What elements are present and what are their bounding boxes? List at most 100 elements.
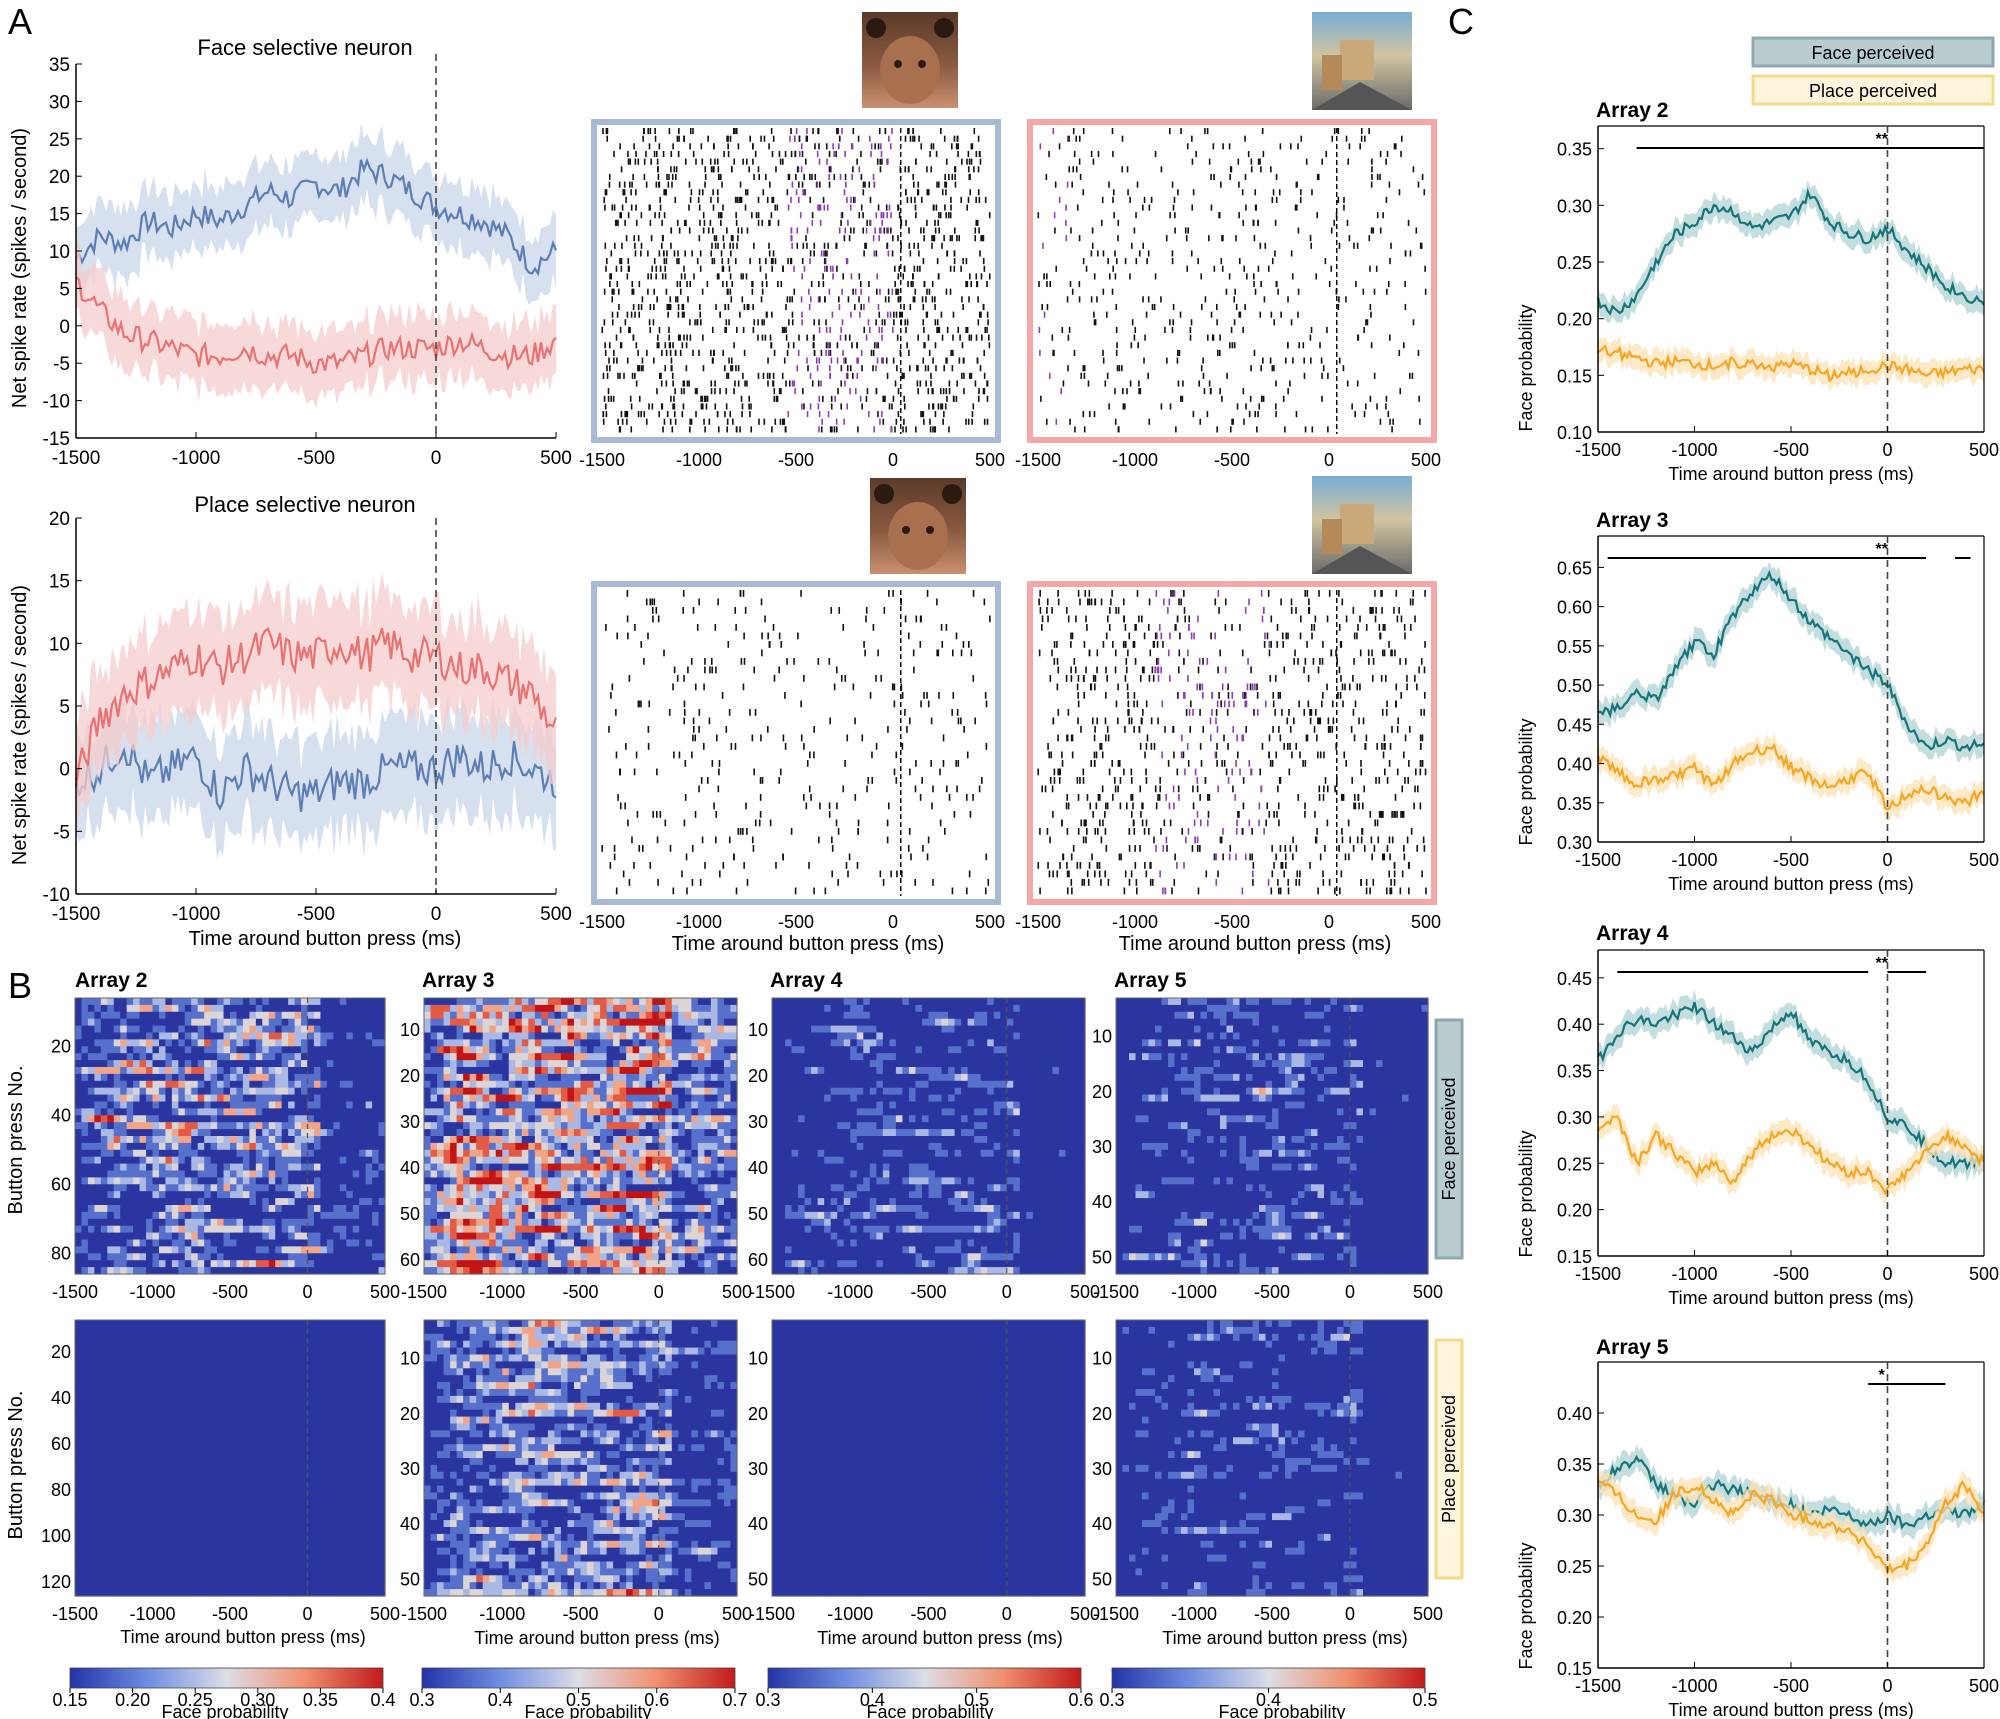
heat-cell xyxy=(326,1225,334,1234)
heat-cell xyxy=(171,1198,179,1206)
heat-cell xyxy=(120,1211,128,1220)
heat-cell xyxy=(204,1184,212,1192)
heat-cell xyxy=(365,1142,373,1151)
heat-cell xyxy=(301,1142,309,1151)
heat-cell xyxy=(165,1018,173,1027)
heat-cell xyxy=(352,1108,360,1116)
heat-cell xyxy=(255,1094,263,1103)
heat-cell xyxy=(94,1087,102,1096)
heat-cell xyxy=(139,1046,147,1054)
confidence-band-1 xyxy=(76,572,556,832)
heat-cell xyxy=(81,1115,89,1123)
heat-cell xyxy=(365,1108,373,1116)
heat-cell xyxy=(288,1218,296,1227)
heat-cell xyxy=(262,1184,270,1192)
heat-cell xyxy=(242,1053,250,1061)
heat-cell xyxy=(307,1046,315,1054)
heat-cell xyxy=(307,998,315,1006)
heat-cell xyxy=(87,1156,95,1165)
heat-cell xyxy=(359,1198,367,1206)
heat-cell xyxy=(230,1094,238,1103)
heat-cell xyxy=(107,1004,115,1013)
heat-cell xyxy=(217,1073,225,1082)
heat-cell xyxy=(339,1211,347,1220)
heat-cell xyxy=(313,998,322,1006)
heat-cell xyxy=(320,1004,328,1013)
heat-cell xyxy=(333,1149,341,1158)
heat-cell xyxy=(359,1004,367,1013)
heat-cell xyxy=(158,1060,167,1068)
heat-cell xyxy=(152,1170,160,1178)
heat-cell xyxy=(307,1115,315,1123)
heat-cell xyxy=(184,1198,192,1206)
heat-cell xyxy=(262,1032,270,1040)
heat-cell xyxy=(268,1122,276,1130)
heat-cell xyxy=(223,1018,231,1027)
heat-cell xyxy=(294,1225,302,1234)
heat-cell xyxy=(326,998,334,1006)
heat-cell xyxy=(107,1122,115,1130)
heat-cell xyxy=(352,1025,360,1034)
heat-cell xyxy=(262,1094,270,1103)
heat-cell xyxy=(113,1163,121,1172)
heat-cell xyxy=(326,1129,334,1137)
heat-cell xyxy=(152,1018,160,1027)
heat-cell xyxy=(197,1018,205,1027)
heat-cell xyxy=(152,1080,160,1089)
heat-cell xyxy=(87,1129,95,1137)
heat-cell xyxy=(81,1046,89,1054)
heat-cell xyxy=(365,1156,373,1165)
heat-cell xyxy=(191,1108,199,1116)
heat-cell xyxy=(197,1039,205,1047)
heat-cell xyxy=(197,1136,205,1144)
confidence-band-1 xyxy=(76,241,556,409)
heat-cell xyxy=(210,1163,218,1172)
heat-cell xyxy=(275,1211,283,1220)
heat-cell xyxy=(301,1053,309,1061)
heat-cell xyxy=(191,1177,199,1185)
heat-cell xyxy=(120,1191,128,1199)
heat-cell xyxy=(100,1046,108,1054)
heat-cell xyxy=(307,1177,315,1185)
heat-cell xyxy=(204,1136,212,1144)
heat-cell xyxy=(100,1149,108,1158)
heat-cell xyxy=(313,1101,322,1109)
heat-cell xyxy=(171,1080,179,1089)
heat-cell xyxy=(120,1094,128,1103)
heat-cell xyxy=(75,1177,83,1185)
raster-xlabel-face: Time around button press (ms) xyxy=(672,933,945,955)
heat-cell xyxy=(275,1129,283,1137)
heat-cell xyxy=(126,1032,134,1040)
heat-cell xyxy=(223,1170,231,1178)
heat-cell xyxy=(94,1067,102,1075)
heat-cell xyxy=(171,1177,179,1185)
heat-cell xyxy=(346,1094,354,1103)
heat-cell xyxy=(210,1191,218,1199)
heat-cell xyxy=(236,1211,244,1220)
heat-cell xyxy=(378,1218,386,1227)
heat-cell xyxy=(75,1225,83,1234)
heat-cell xyxy=(94,1060,102,1068)
heat-cell xyxy=(223,1211,231,1220)
heat-cell xyxy=(81,1184,89,1192)
heat-cell xyxy=(178,1073,186,1082)
heat-cell xyxy=(204,1025,212,1034)
raster-x-tick-label: -1000 xyxy=(1112,912,1158,932)
heat-cell xyxy=(301,1067,309,1075)
heat-cell xyxy=(268,1025,276,1034)
heat-cell xyxy=(294,1039,302,1047)
heat-cell xyxy=(158,1087,167,1096)
heat-cell xyxy=(191,998,199,1006)
heat-cell xyxy=(184,1122,192,1130)
y-tick-label: 15 xyxy=(49,205,70,226)
heat-cell xyxy=(268,1101,276,1109)
heat-cell xyxy=(352,1094,360,1103)
panel-letter-a: A xyxy=(8,1,32,42)
heat-cell xyxy=(242,1018,250,1027)
heat-cell xyxy=(100,1025,108,1034)
heat-cell xyxy=(75,1115,83,1123)
heat-cell xyxy=(307,1122,315,1130)
heat-cell xyxy=(217,1018,225,1027)
heat-cell xyxy=(146,1060,154,1068)
heat-cell xyxy=(139,1060,147,1068)
